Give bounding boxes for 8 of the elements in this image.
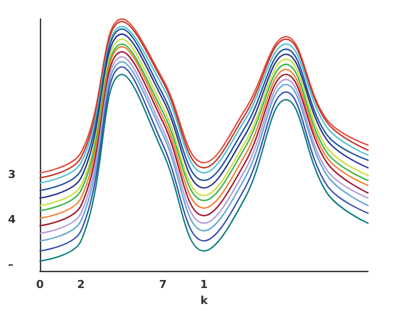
x-tick-label: 1 bbox=[200, 278, 208, 292]
text: 3 bbox=[8, 168, 16, 181]
x-axis-title: k bbox=[200, 294, 208, 307]
x-tick-label: 2 bbox=[77, 278, 85, 292]
x-tick-label: 7 bbox=[159, 278, 167, 292]
text: – bbox=[8, 258, 14, 271]
text: 4 bbox=[8, 213, 16, 226]
x-tick-label: 0 bbox=[36, 278, 44, 292]
